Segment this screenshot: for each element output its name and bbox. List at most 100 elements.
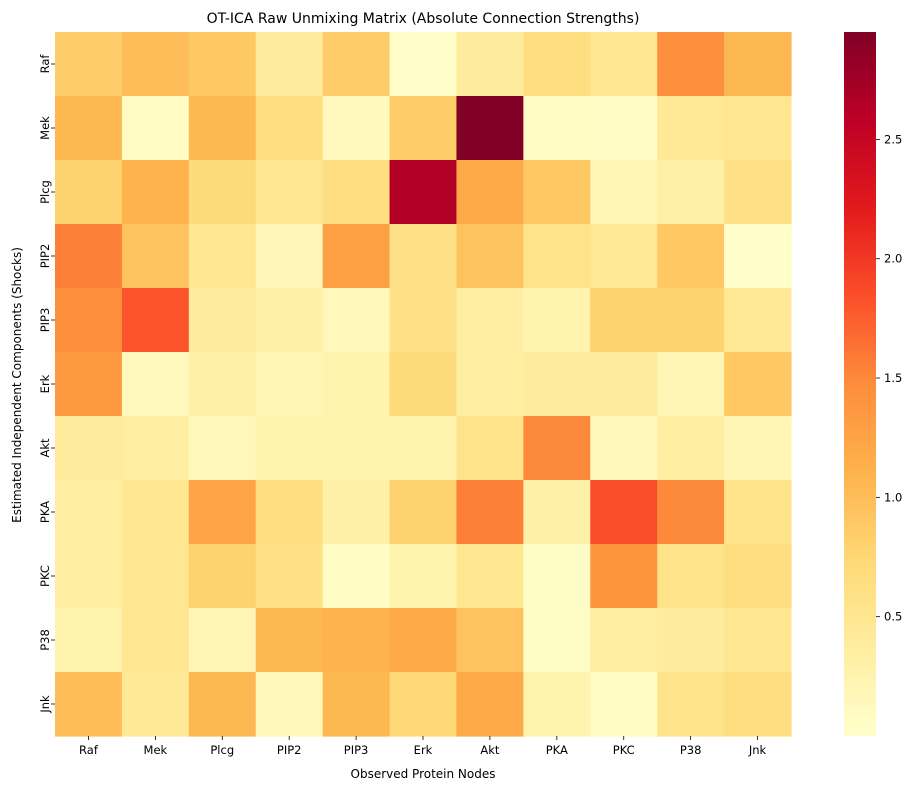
heatmap-cell-plcg-pka xyxy=(523,160,591,225)
heatmap-cell-erk-p38 xyxy=(657,352,725,417)
heatmap-cell-akt-akt xyxy=(456,416,524,481)
heatmap-cell-raf-plcg xyxy=(188,32,257,97)
heatmap-cell-raf-erk xyxy=(389,32,458,97)
heatmap-cell-pka-mek xyxy=(121,480,190,545)
heatmap-cell-mek-akt xyxy=(456,96,524,161)
heatmap-cell-p38-pka xyxy=(523,608,591,673)
heatmap-cell-mek-pka xyxy=(523,96,591,161)
colorbar-tick-label: 1.0 xyxy=(884,490,902,504)
heatmap-cell-p38-pip2 xyxy=(255,608,324,673)
heatmap-cell-p38-p38 xyxy=(657,608,725,673)
y-tick-label: Raf xyxy=(38,54,52,74)
heatmap-cell-pip3-mek xyxy=(121,288,190,353)
heatmap-cell-akt-pka xyxy=(523,416,591,481)
heatmap-cell-pkc-pip2 xyxy=(255,544,324,609)
heatmap-cell-p38-jnk xyxy=(724,608,792,673)
heatmap-cell-jnk-p38 xyxy=(657,672,725,737)
heatmap-cell-mek-pip3 xyxy=(322,96,391,161)
colorbar-tick-label: 1.5 xyxy=(884,371,902,385)
heatmap-cell-pka-raf xyxy=(55,480,123,545)
heatmap-cell-pka-plcg xyxy=(188,480,257,545)
heatmap-cell-erk-plcg xyxy=(188,352,257,417)
heatmap-cell-jnk-pip2 xyxy=(255,672,324,737)
heatmap-cell-pkc-pip3 xyxy=(322,544,391,609)
x-tick-label: Jnk xyxy=(748,743,767,757)
x-tick-label: Akt xyxy=(480,743,500,757)
heatmap-cell-plcg-plcg xyxy=(188,160,257,225)
heatmap-cell-pip2-pip3 xyxy=(322,224,391,289)
heatmap-cell-jnk-pka xyxy=(523,672,591,737)
heatmap-cell-erk-pkc xyxy=(590,352,658,417)
heatmap-cell-mek-pip2 xyxy=(255,96,324,161)
heatmap-cell-pka-pkc xyxy=(590,480,658,545)
heatmap-cell-plcg-pkc xyxy=(590,160,658,225)
heatmap-cell-pip2-pka xyxy=(523,224,591,289)
heatmap-cell-raf-pip3 xyxy=(322,32,391,97)
y-axis-label: Estimated Independent Components (Shocks… xyxy=(10,247,24,523)
heatmap-cell-plcg-akt xyxy=(456,160,524,225)
heatmap-cell-raf-pkc xyxy=(590,32,658,97)
heatmap-cell-pkc-plcg xyxy=(188,544,257,609)
heatmap-cell-pkc-jnk xyxy=(724,544,792,609)
x-tick-label: PIP3 xyxy=(344,743,369,757)
heatmap-cell-akt-jnk xyxy=(724,416,792,481)
heatmap-cell-akt-pkc xyxy=(590,416,658,481)
heatmap-cell-pkc-erk xyxy=(389,544,458,609)
heatmap-cell-pka-pip2 xyxy=(255,480,324,545)
x-tick-label: PKA xyxy=(546,743,568,757)
heatmap-cell-raf-raf xyxy=(55,32,123,97)
heatmap-cell-plcg-jnk xyxy=(724,160,792,225)
heatmap-cell-mek-raf xyxy=(55,96,123,161)
heatmap-cell-raf-pip2 xyxy=(255,32,324,97)
colorbar-tick-label: 2.5 xyxy=(884,132,902,146)
y-tick-labels: Raf Mek Plcg PIP2 PIP3 Erk Akt PKA PKC P38 Jnk xyxy=(38,54,55,714)
heatmap-cell-jnk-mek xyxy=(121,672,190,737)
heatmap-cell-pkc-raf xyxy=(55,544,123,609)
y-tick-label: Jnk xyxy=(38,695,52,714)
x-tick-label: Plcg xyxy=(210,743,234,757)
heatmap-cell-jnk-akt xyxy=(456,672,524,737)
heatmap-cell-akt-erk xyxy=(389,416,458,481)
y-tick-label: PIP3 xyxy=(38,308,52,333)
heatmap-cell-p38-pkc xyxy=(590,608,658,673)
heatmap-cell-pip3-pkc xyxy=(590,288,658,353)
heatmap-cell-pka-pka xyxy=(523,480,591,545)
heatmap-cell-pip3-pip2 xyxy=(255,288,324,353)
heatmap-cell-erk-erk xyxy=(389,352,458,417)
heatmap-cell-jnk-erk xyxy=(389,672,458,737)
heatmap-cell-pip3-jnk xyxy=(724,288,792,353)
heatmap-cell-akt-plcg xyxy=(188,416,257,481)
heatmap-cell-pkc-pka xyxy=(523,544,591,609)
heatmap-cell-erk-pip3 xyxy=(322,352,391,417)
heatmap-cell-pkc-mek xyxy=(121,544,190,609)
heatmap-cell-p38-plcg xyxy=(188,608,257,673)
heatmap-cell-pkc-akt xyxy=(456,544,524,609)
heatmap-cell-pip3-erk xyxy=(389,288,458,353)
heatmap-cell-pip3-pka xyxy=(523,288,591,353)
heatmap-cell-pip2-akt xyxy=(456,224,524,289)
y-tick-label: Erk xyxy=(38,374,52,393)
heatmap-cell-plcg-pip2 xyxy=(255,160,324,225)
heatmap-cell-raf-akt xyxy=(456,32,524,97)
y-tick-label: P38 xyxy=(38,629,52,651)
heatmap-cell-mek-plcg xyxy=(188,96,257,161)
colorbar: 0.5 1.0 1.5 2.0 2.5 xyxy=(844,32,902,736)
heatmap-cell-pip3-pip3 xyxy=(322,288,391,353)
heatmap-cell-mek-erk xyxy=(389,96,458,161)
x-tick-label: Erk xyxy=(414,743,433,757)
heatmap-cell-plcg-erk xyxy=(389,160,458,225)
colorbar-tick-label: 2.0 xyxy=(884,252,902,266)
heatmap-cell-akt-raf xyxy=(55,416,123,481)
heatmap-cell-pip2-raf xyxy=(55,224,123,289)
heatmap-cell-pka-pip3 xyxy=(322,480,391,545)
heatmap-cell-raf-p38 xyxy=(657,32,725,97)
heatmap-cell-jnk-jnk xyxy=(724,672,792,737)
heatmap-cell-pip2-jnk xyxy=(724,224,792,289)
x-tick-label: PIP2 xyxy=(277,743,302,757)
heatmap-cell-pip2-pip2 xyxy=(255,224,324,289)
heatmap-cell-plcg-p38 xyxy=(657,160,725,225)
heatmap-cell-p38-raf xyxy=(55,608,123,673)
heatmap-cell-erk-jnk xyxy=(724,352,792,417)
heatmap-cell-pip2-erk xyxy=(389,224,458,289)
heatmap-cell-plcg-pip3 xyxy=(322,160,391,225)
